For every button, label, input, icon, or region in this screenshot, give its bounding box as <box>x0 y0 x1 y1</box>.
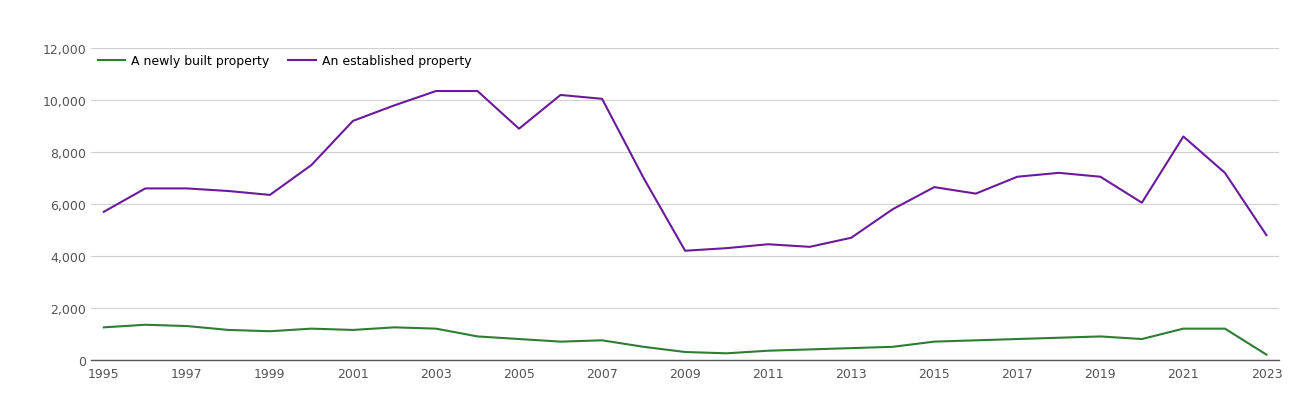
A newly built property <box>386 325 402 330</box>
A newly built property <box>470 334 485 339</box>
A newly built property <box>761 348 776 353</box>
A newly built property <box>304 326 320 331</box>
Legend: A newly built property, An established property: A newly built property, An established p… <box>98 55 471 68</box>
A newly built property <box>927 339 942 344</box>
A newly built property <box>968 338 984 343</box>
A newly built property <box>1051 335 1066 340</box>
An established property <box>428 90 444 94</box>
An established property <box>470 90 485 94</box>
An established property <box>885 207 900 212</box>
An established property <box>553 93 569 98</box>
An established property <box>1176 135 1191 139</box>
An established property <box>927 185 942 190</box>
A newly built property <box>801 347 817 352</box>
A newly built property <box>221 328 236 333</box>
A newly built property <box>1092 334 1108 339</box>
An established property <box>386 103 402 108</box>
An established property <box>843 236 859 240</box>
A newly built property <box>428 326 444 331</box>
An established property <box>1092 175 1108 180</box>
An established property <box>1218 171 1233 176</box>
A newly built property <box>594 338 609 343</box>
Line: A newly built property: A newly built property <box>104 325 1266 355</box>
A newly built property <box>677 350 693 355</box>
A newly built property <box>97 325 112 330</box>
A newly built property <box>885 344 900 349</box>
An established property <box>97 210 112 215</box>
An established property <box>719 246 735 251</box>
A newly built property <box>512 337 527 342</box>
A newly built property <box>719 351 735 356</box>
An established property <box>761 242 776 247</box>
An established property <box>345 119 360 124</box>
An established property <box>968 192 984 197</box>
An established property <box>1258 233 1274 238</box>
An established property <box>179 187 194 191</box>
An established property <box>1051 171 1066 176</box>
A newly built property <box>843 346 859 351</box>
An established property <box>221 189 236 194</box>
A newly built property <box>1218 326 1233 331</box>
An established property <box>677 249 693 254</box>
An established property <box>594 97 609 102</box>
An established property <box>636 176 651 181</box>
A newly built property <box>262 329 278 334</box>
An established property <box>1134 201 1150 206</box>
An established property <box>304 163 320 168</box>
A newly built property <box>1258 352 1274 357</box>
An established property <box>801 245 817 249</box>
A newly built property <box>179 324 194 329</box>
A newly built property <box>1010 337 1026 342</box>
An established property <box>262 193 278 198</box>
A newly built property <box>1176 326 1191 331</box>
A newly built property <box>345 328 360 333</box>
An established property <box>512 127 527 132</box>
An established property <box>137 187 153 191</box>
A newly built property <box>636 344 651 349</box>
A newly built property <box>553 339 569 344</box>
Line: An established property: An established property <box>104 92 1266 251</box>
An established property <box>1010 175 1026 180</box>
A newly built property <box>137 322 153 327</box>
A newly built property <box>1134 337 1150 342</box>
